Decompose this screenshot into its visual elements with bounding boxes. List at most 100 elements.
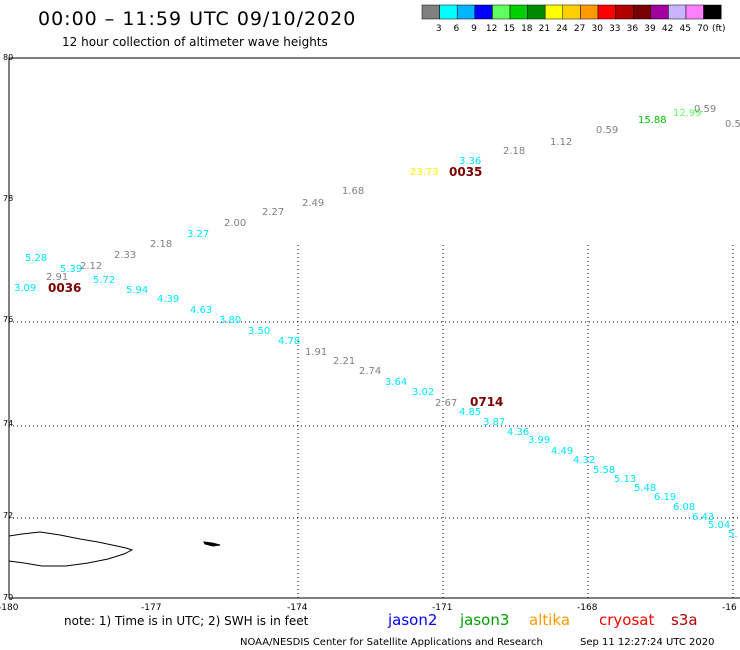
legend-tick-label: 42 (662, 24, 673, 34)
wave-height-label: 2.33 (114, 250, 136, 261)
wave-height-label: 5.58 (593, 465, 615, 476)
pass-time-label: 0036 (48, 281, 81, 295)
satellite-name: jason3 (459, 611, 509, 629)
wave-height-label: 3.36 (459, 156, 481, 167)
wave-height-label: 3.99 (528, 435, 550, 446)
map-subtitle: 12 hour collection of altimeter wave hei… (62, 35, 328, 49)
legend-swatch (597, 4, 616, 20)
lat-label: 80 (3, 53, 13, 62)
legend-swatch (562, 4, 581, 20)
satellite-name: s3a (671, 611, 698, 629)
legend-tick-label: 27 (574, 24, 585, 34)
wave-height-label: 5.48 (634, 483, 656, 494)
legend-swatch (509, 4, 528, 20)
wave-height-label: 1.68 (342, 186, 364, 197)
pass-time-label: 0035 (449, 165, 482, 179)
lon-label: -168 (577, 603, 598, 613)
wave-height-label: 2.12 (80, 261, 102, 272)
wave-height-label: 4.39 (157, 294, 179, 305)
legend-tick-label: 24 (556, 24, 568, 34)
satellite-name: cryosat (599, 611, 654, 629)
lat-label: 70 (3, 593, 13, 602)
legend-swatch (703, 4, 722, 20)
wave-height-label: 5.39 (60, 264, 82, 275)
lat-label: 74 (3, 419, 13, 428)
legend-swatch (615, 4, 634, 20)
legend-swatch (492, 4, 511, 20)
wave-height-label: 4.32 (573, 455, 595, 466)
satellite-name: altika (529, 611, 570, 629)
legend-tick-label: 9 (471, 24, 477, 34)
wave-height-label: 2.00 (224, 218, 246, 229)
wave-height-label: 4.63 (190, 305, 212, 316)
wave-height-label: 3.09 (14, 283, 36, 294)
wave-height-label: 4.36 (507, 427, 529, 438)
color-scale-legend: 3 6 9 12 15 18 21 24 27 30 33 36 39 42 45 70 (421, 4, 722, 34)
satellite-name: jason2 (387, 611, 437, 629)
lon-label: -171 (432, 603, 452, 613)
lon-label: -180 (0, 603, 19, 613)
lat-label: 78 (3, 194, 13, 203)
map-frame (8, 57, 740, 599)
wave-height-label: 5.94 (126, 285, 148, 296)
wave-height-label: 3.87 (483, 417, 505, 428)
generation-timestamp: Sep 11 12:27:24 UTC 2020 (580, 637, 714, 648)
legend-swatch (668, 4, 687, 20)
wave-height-label: 2.74 (359, 366, 381, 377)
wave-height-label: 2.18 (503, 146, 525, 157)
legend-tick-label: 45 (679, 24, 690, 34)
legend-tick-label: 18 (521, 24, 533, 34)
wave-height-label: 2.49 (302, 198, 324, 209)
footnote: note: 1) Time is in UTC; 2) SWH is in fe… (64, 614, 309, 628)
legend-tick-label: 12 (486, 24, 497, 34)
legend-swatch (632, 4, 652, 20)
wave-height-label: 3.02 (412, 387, 434, 398)
coastline-outline (8, 531, 134, 567)
wave-height-label: 5.28 (25, 253, 47, 264)
pass-time-label: 0714 (470, 395, 503, 409)
lat-label: 76 (3, 315, 13, 324)
lon-label: -174 (287, 603, 308, 613)
legend-tick-label: 30 (591, 24, 603, 34)
wave-height-label: 0.5 (725, 119, 740, 130)
wave-height-label: 23.73 (410, 167, 439, 178)
wave-height-label: 6.43 (692, 512, 714, 523)
legend-swatch (544, 4, 564, 20)
lon-label: -177 (141, 603, 161, 613)
legend-swatch (474, 4, 493, 20)
legend-swatch (580, 4, 599, 20)
wave-height-label: 0.59 (694, 104, 716, 115)
wave-height-label: 3.64 (385, 377, 407, 388)
wave-height-label: 0.59 (596, 125, 618, 136)
legend-tick-label: 21 (539, 24, 550, 34)
graticule (9, 245, 740, 598)
legend-swatch (421, 4, 440, 20)
wave-height-label: 1.12 (550, 137, 572, 148)
wave-height-observations: 5.28 2.915.392.12 2.33 3.09 0036 5.72 5.94 2.18… (14, 104, 740, 540)
wave-height-label: 2.67 (435, 398, 457, 409)
wave-height-label: 4.49 (551, 446, 573, 457)
legend-swatch (439, 4, 458, 20)
wave-height-label: 6.08 (673, 502, 695, 513)
legend-swatch (456, 4, 476, 20)
wave-height-label: 3.50 (248, 326, 270, 337)
legend-tick-label: 39 (644, 24, 656, 34)
lat-label: 72 (3, 511, 13, 520)
wave-height-label: 2.91 (46, 272, 68, 283)
lon-label: -16 (722, 603, 737, 613)
legend-tick-label: 15 (503, 24, 514, 34)
legend-tick-label: 3 (436, 24, 442, 34)
map-title: 00:00 – 11:59 UTC 09/10/2020 (38, 8, 356, 30)
wave-height-label: 12.99 (673, 108, 702, 119)
wave-height-label: 2.21 (333, 356, 355, 367)
latitude-labels: 80 78 76 74 72 70 (3, 53, 13, 602)
legend-unit: (ft) (712, 24, 726, 34)
wave-height-label: 2.18 (150, 239, 172, 250)
satellite-legend: jason2 jason3 altika cryosat s3a (387, 611, 698, 629)
legend-tick-label: 36 (627, 24, 639, 34)
wave-height-label: 4.85 (459, 407, 481, 418)
wave-height-label: 15.88 (638, 115, 667, 126)
wave-height-label: 5.04 (708, 520, 730, 531)
